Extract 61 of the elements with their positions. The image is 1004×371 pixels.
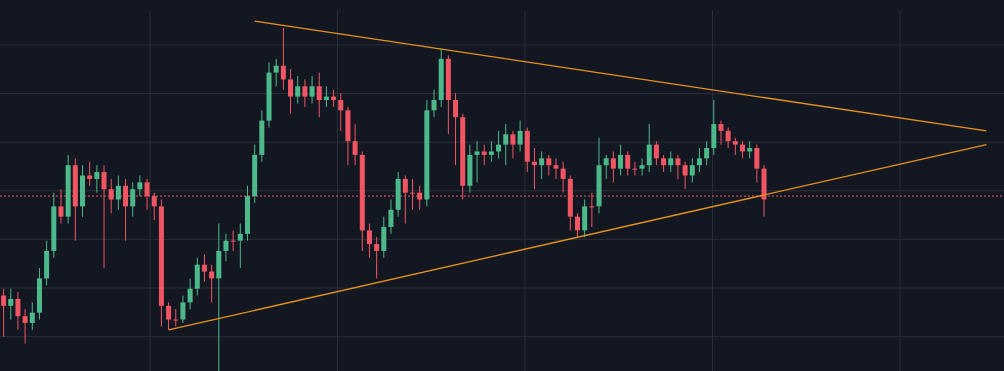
candlestick bbox=[366, 223, 372, 259]
candlestick bbox=[316, 72, 322, 118]
candlestick bbox=[668, 150, 674, 173]
candlestick bbox=[187, 277, 193, 310]
candlestick bbox=[230, 229, 236, 252]
candlestick bbox=[632, 161, 638, 176]
candlestick bbox=[115, 174, 121, 211]
candlestick bbox=[431, 89, 437, 118]
candlestick bbox=[675, 154, 681, 180]
candlestick bbox=[560, 161, 566, 194]
candlestick bbox=[137, 174, 143, 197]
candlestick bbox=[517, 120, 523, 152]
candlestick bbox=[618, 144, 624, 176]
candlestick bbox=[302, 78, 308, 108]
candlestick bbox=[488, 140, 494, 163]
candlestick bbox=[510, 130, 516, 159]
candlestick bbox=[718, 120, 724, 146]
candlestick bbox=[474, 140, 480, 183]
candlestick bbox=[696, 147, 702, 173]
candlestick bbox=[639, 157, 645, 176]
candlestick bbox=[237, 223, 243, 269]
candlestick bbox=[546, 154, 552, 176]
candlestick bbox=[352, 123, 358, 166]
candlestick bbox=[87, 161, 93, 187]
candlestick bbox=[58, 188, 64, 225]
candlestick bbox=[503, 123, 509, 166]
candlestick bbox=[94, 164, 100, 194]
candlestick bbox=[453, 92, 459, 166]
candlestick bbox=[754, 144, 760, 183]
candlestick bbox=[280, 27, 286, 91]
candlestick bbox=[166, 301, 172, 331]
candlestick bbox=[689, 157, 695, 183]
candlestick bbox=[725, 126, 731, 149]
candlestick bbox=[180, 295, 186, 324]
candlestick bbox=[481, 144, 487, 166]
candlestick bbox=[374, 236, 380, 279]
candlestick bbox=[603, 154, 609, 180]
candlestick bbox=[1, 288, 7, 338]
candlestick bbox=[610, 150, 616, 183]
candlestick bbox=[29, 301, 35, 331]
candlestick bbox=[273, 58, 279, 87]
candlestick bbox=[704, 140, 710, 166]
candlestick bbox=[295, 75, 301, 104]
candlestick bbox=[553, 157, 559, 180]
candlestick bbox=[388, 199, 394, 235]
candlestick bbox=[8, 288, 14, 321]
candlestick bbox=[338, 92, 344, 132]
candlestick bbox=[682, 161, 688, 190]
candlestick bbox=[223, 233, 229, 262]
candlestick bbox=[653, 140, 659, 166]
candlestick bbox=[646, 123, 652, 173]
candlestick bbox=[173, 308, 179, 327]
candlestick bbox=[130, 181, 136, 218]
candlestick bbox=[625, 150, 631, 176]
candlestick bbox=[201, 253, 207, 283]
candlestick bbox=[574, 212, 581, 238]
candlestick bbox=[309, 75, 315, 104]
candlestick bbox=[15, 291, 21, 331]
candlestick bbox=[539, 150, 545, 180]
candlestick bbox=[22, 308, 28, 345]
candlestick bbox=[288, 68, 294, 115]
